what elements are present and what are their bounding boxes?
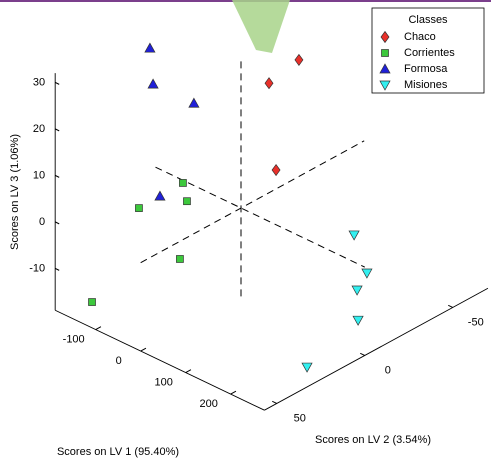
x-tick	[140, 347, 147, 352]
legend-marker	[379, 63, 391, 74]
point	[351, 285, 363, 296]
legend-label: Chaco	[404, 31, 436, 43]
y-tick-label: 50	[294, 412, 306, 424]
legend-marker	[380, 30, 390, 44]
y-tick-label: -50	[468, 316, 484, 328]
point	[361, 268, 373, 279]
y-tick	[360, 352, 365, 356]
point	[88, 298, 96, 306]
z-tick	[54, 174, 60, 178]
legend-label: Corrientes	[404, 47, 455, 59]
center-axis	[155, 166, 365, 268]
point	[348, 230, 360, 241]
z-tick	[54, 81, 60, 85]
legend-marker	[379, 80, 391, 91]
legend-label: Formosa	[404, 63, 448, 75]
x-axis-line	[54, 309, 265, 411]
y-axis-label: Scores on LV 2 (3.54%)	[315, 434, 431, 446]
legend-label: Misiones	[404, 79, 448, 91]
z-tick	[54, 221, 60, 225]
z-tick	[54, 267, 60, 271]
point	[179, 179, 187, 187]
x-tick	[95, 326, 102, 331]
overlay-shape	[232, 0, 290, 53]
x-tick	[185, 369, 192, 374]
z-tick-label: 0	[39, 216, 45, 228]
z-tick-label: 20	[33, 123, 45, 135]
y-tick	[448, 304, 453, 308]
x-tick-label: 0	[116, 355, 122, 367]
point	[301, 362, 313, 373]
x-tick-label: -100	[63, 333, 85, 345]
point	[135, 204, 143, 212]
point	[188, 97, 200, 108]
z-tick	[54, 128, 60, 132]
x-tick-label: 100	[155, 376, 173, 388]
legend: Classes Chaco Corrientes Formosa Misiones	[371, 7, 485, 94]
x-tick	[230, 390, 237, 395]
point	[271, 163, 281, 177]
x-tick-label: 200	[200, 398, 218, 410]
z-tick-label: -10	[29, 262, 45, 274]
point	[176, 255, 184, 263]
y-tick-label: 0	[385, 364, 391, 376]
z-tick-label: 10	[33, 169, 45, 181]
point	[144, 42, 156, 53]
legend-marker	[381, 49, 389, 57]
x-axis-label: Scores on LV 1 (95.40%)	[57, 446, 179, 458]
point	[147, 78, 159, 89]
point	[352, 315, 364, 326]
point	[154, 190, 166, 201]
y-tick	[272, 400, 277, 404]
y-axis-line	[264, 287, 489, 411]
point	[183, 197, 191, 206]
z-tick-label: 30	[33, 76, 45, 88]
center-axis	[140, 140, 365, 264]
point	[294, 53, 304, 67]
legend-box	[371, 7, 485, 94]
legend-title: Classes	[408, 14, 448, 26]
z-axis-label: Scores on LV 3 (1.06%)	[9, 134, 21, 250]
point	[264, 77, 274, 90]
